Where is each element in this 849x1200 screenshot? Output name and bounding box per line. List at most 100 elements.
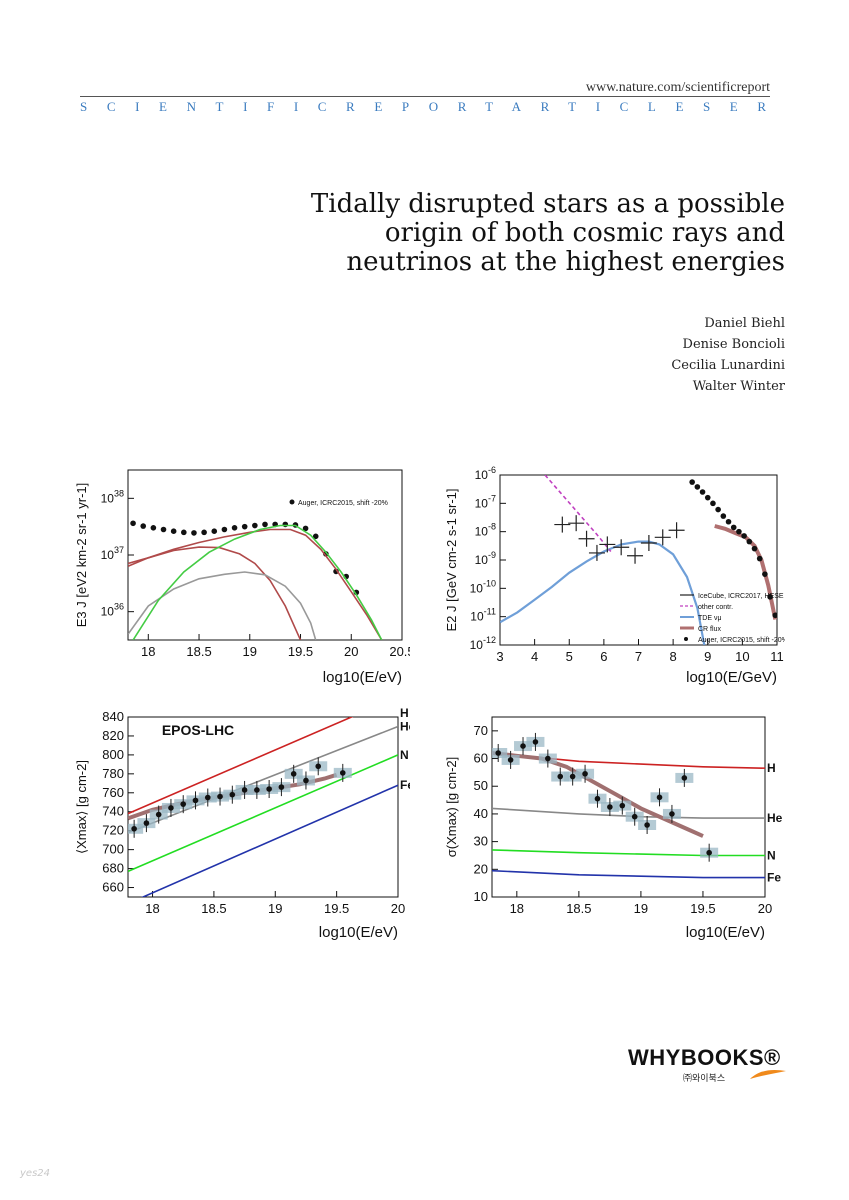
x-tick-label: 18 xyxy=(141,644,155,659)
data-point xyxy=(767,594,773,600)
x-tick-label: 18.5 xyxy=(566,901,591,916)
x-tick-label: 9 xyxy=(704,649,711,664)
y-tick-label: 740 xyxy=(102,804,124,819)
data-point xyxy=(241,523,248,530)
data-point xyxy=(644,822,650,828)
data-point xyxy=(762,571,768,577)
x-tick-label: 10 xyxy=(735,649,749,664)
data-point xyxy=(181,529,187,536)
x-axis-label: log10(E/eV) xyxy=(323,669,402,686)
data-point xyxy=(150,525,157,531)
series-line xyxy=(141,784,398,897)
y-tick-label: 840 xyxy=(102,709,124,724)
data-point xyxy=(557,773,564,780)
x-tick-label: 11 xyxy=(770,649,784,664)
series-line xyxy=(132,524,383,640)
publisher-name: WHYBOOKS® xyxy=(628,1045,781,1070)
x-axis-label: log10(E/GeV) xyxy=(686,669,777,686)
data-point xyxy=(201,529,207,536)
y-tick-label: 10-7 xyxy=(475,493,496,510)
data-point xyxy=(290,771,297,777)
data-point xyxy=(211,528,218,534)
y-tick-label: 10-10 xyxy=(470,578,496,595)
composition-label: H xyxy=(400,706,409,720)
composition-label: Fe xyxy=(767,871,781,885)
data-point xyxy=(339,770,346,776)
author-list: Daniel Biehl Denise Boncioli Cecilia Lun… xyxy=(560,313,785,397)
data-point xyxy=(607,804,613,810)
plot-frame xyxy=(499,474,778,646)
x-tick-label: 5 xyxy=(566,649,573,664)
data-point xyxy=(736,528,742,535)
x-tick-label: 18.5 xyxy=(201,901,226,916)
y-tick-label: 820 xyxy=(102,728,124,743)
data-point xyxy=(241,787,248,793)
legend-label: Auger, ICRC2015, shift -20% xyxy=(298,500,388,507)
author-name: Denise Boncioli xyxy=(682,337,785,352)
data-point xyxy=(266,786,272,792)
data-point xyxy=(669,811,675,817)
plot-area xyxy=(128,717,398,897)
y-tick-label: 10-8 xyxy=(475,522,496,539)
x-tick-label: 19 xyxy=(634,901,648,916)
data-point xyxy=(221,526,228,533)
data-point xyxy=(699,489,706,495)
plot-frame xyxy=(127,469,403,641)
data-point xyxy=(312,533,319,540)
data-point xyxy=(741,533,747,539)
series-line xyxy=(492,849,765,857)
series-line xyxy=(128,725,398,834)
publisher-subname: ㈜와이북스 xyxy=(683,1074,726,1084)
data-point xyxy=(545,755,551,762)
title-line: origin of both cosmic rays and xyxy=(384,218,785,248)
chart-svg: 18 18.5 19 19.5 20 20.5 1036 1037 1038 log10(E/eV… xyxy=(74,469,410,686)
data-point xyxy=(143,820,150,826)
x-tick-label: 19 xyxy=(268,901,282,916)
data-point xyxy=(282,521,289,528)
data-point xyxy=(725,518,732,525)
x-tick-label: 18 xyxy=(145,901,159,916)
chart-top-right: 3 4 5 6 7 8 9 10 11 10-12 10-11 10-10 10-9 10-8 10-7 10… xyxy=(440,465,785,690)
data-point xyxy=(507,757,514,763)
y-tick-label: 700 xyxy=(102,842,124,857)
data-point xyxy=(569,773,576,780)
series-line xyxy=(128,528,383,640)
x-tick-label: 20 xyxy=(758,901,772,916)
series-line xyxy=(128,571,317,640)
y-tick-label: 800 xyxy=(102,747,124,762)
x-tick-label: 19.5 xyxy=(324,901,349,916)
data-point xyxy=(170,528,177,534)
y-tick-label: 660 xyxy=(102,880,124,895)
data-point xyxy=(140,523,147,529)
data-point xyxy=(656,794,663,801)
x-axis-label: log10(E/eV) xyxy=(319,924,398,941)
header-rule xyxy=(80,96,770,97)
y-tick-label: 60 xyxy=(474,751,488,766)
plot-frame xyxy=(491,716,766,898)
data-point xyxy=(254,787,260,793)
x-tick-label: 19.5 xyxy=(288,644,313,659)
chart-bottom-right: 18 18.5 19 19.5 20 10 20 30 40 50 60 70 log10(E/eV) σ… xyxy=(440,705,785,945)
chart-top-left: 18 18.5 19 19.5 20 20.5 1036 1037 1038 log10(E/eV… xyxy=(70,450,410,690)
chart-svg: 18 18.5 19 19.5 20 660 680 700 720 740 760 780 800 82… xyxy=(74,706,410,941)
y-tick-label: 680 xyxy=(102,861,124,876)
data-point xyxy=(168,805,174,811)
data-point xyxy=(262,521,268,528)
data-point xyxy=(315,763,322,770)
data-point xyxy=(619,802,626,809)
y-tick-label: 1038 xyxy=(101,488,124,505)
y-axis-label: σ(Xmax) [g cm-2] xyxy=(444,757,459,857)
title-line: neutrinos at the highest energies xyxy=(346,247,785,277)
data-point xyxy=(532,739,539,745)
y-tick-label: 10-6 xyxy=(475,465,496,482)
legend-label: Auger, ICRC2015, shift -20% xyxy=(698,637,785,644)
x-axis-label: log10(E/eV) xyxy=(686,924,765,941)
y-tick-label: 10-11 xyxy=(470,607,496,624)
chart-bottom-left: 18 18.5 19 19.5 20 660 680 700 720 740 760 780 800 82… xyxy=(70,705,410,945)
y-tick-label: 50 xyxy=(474,778,488,793)
data-point xyxy=(155,811,162,818)
chart-title: EPOS-LHC xyxy=(162,722,234,738)
legend-marker xyxy=(289,499,295,505)
composition-label: N xyxy=(767,848,776,862)
series-line xyxy=(492,751,704,838)
